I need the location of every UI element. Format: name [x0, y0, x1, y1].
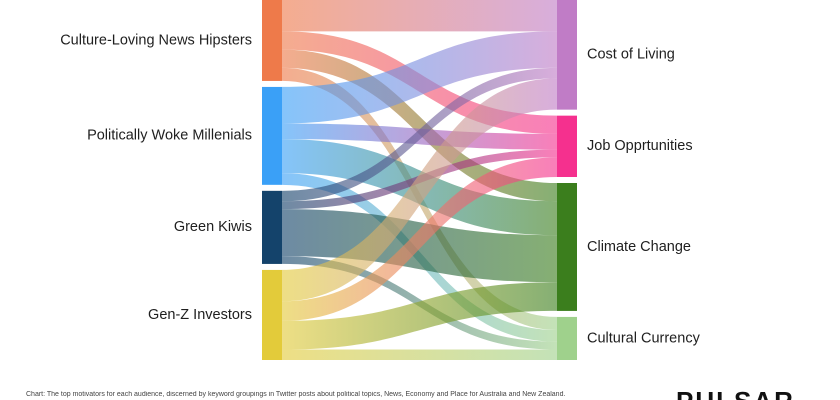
sankey-nodes — [262, 0, 577, 360]
node-label-woke: Politically Woke Millenials — [87, 128, 252, 144]
flow-genz-to-climate — [282, 282, 557, 350]
node-label-climate: Climate Change — [587, 239, 691, 255]
node-cost — [557, 0, 577, 110]
node-climate — [557, 183, 577, 311]
node-job — [557, 115, 577, 177]
node-label-culture: Culture-Loving News Hipsters — [60, 32, 252, 48]
flow-genz-to-cost — [282, 78, 557, 302]
node-label-cultural: Cultural Currency — [587, 330, 701, 346]
flow-kiwis-to-cost — [282, 67, 557, 202]
flow-genz-to-job — [282, 157, 557, 321]
node-label-cost: Cost of Living — [587, 47, 675, 63]
node-kiwis — [262, 190, 282, 264]
sankey-labels: Culture-Loving News Hipsters Politically … — [60, 32, 700, 346]
node-label-job: Job Opprtunities — [587, 138, 693, 154]
node-culture — [262, 0, 282, 81]
flow-woke-to-cost — [282, 31, 557, 124]
flow-culture-to-climate — [282, 49, 557, 202]
sankey-links — [282, 0, 557, 360]
flow-genz-to-cultural — [282, 349, 557, 360]
flow-culture-to-cost — [282, 0, 557, 32]
node-label-kiwis: Green Kiwis — [174, 219, 252, 235]
node-woke — [262, 86, 282, 185]
node-cultural — [557, 316, 577, 360]
node-label-genz: Gen-Z Investors — [148, 307, 252, 323]
node-genz — [262, 269, 282, 360]
chart-caption: Chart: The top motivators for each audie… — [26, 391, 566, 398]
brand-logo: PULSAR — [676, 388, 795, 400]
